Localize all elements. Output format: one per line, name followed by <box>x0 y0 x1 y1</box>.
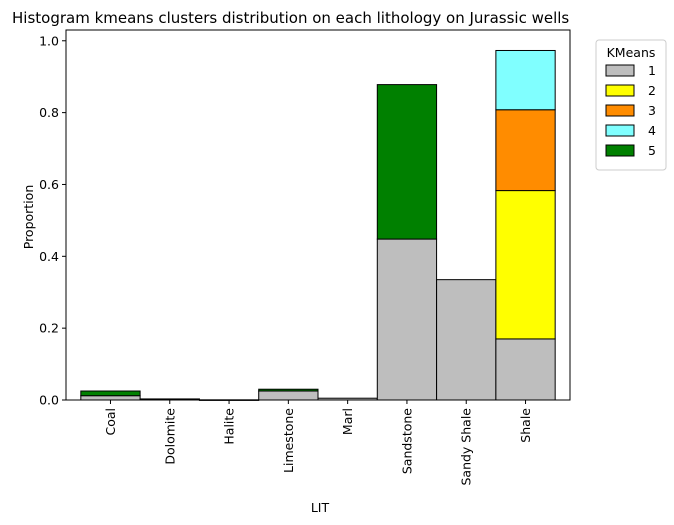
y-tick-label: 0.0 <box>39 393 59 408</box>
legend-swatch-cluster-4 <box>605 124 635 137</box>
y-tick-label: 0.6 <box>39 177 59 192</box>
legend-label-cluster-4: 4 <box>648 123 656 138</box>
x-tick-label: Marl <box>340 408 355 435</box>
legend-label-cluster-2: 2 <box>648 83 656 98</box>
legend: KMeans 1 2 3 4 5 <box>595 39 667 171</box>
y-tick-label: 1.0 <box>39 33 59 48</box>
legend-swatch-cluster-2 <box>605 84 635 97</box>
legend-swatch-cluster-5 <box>605 144 635 157</box>
y-tick-label: 0.8 <box>39 105 59 120</box>
bar-dolomite-cluster-5 <box>139 398 200 401</box>
chart-title: Histogram kmeans clusters distribution o… <box>12 9 569 27</box>
bar-shale-cluster-4 <box>495 49 556 111</box>
bar-shale-cluster-2 <box>495 190 556 340</box>
bar-limestone-cluster-1 <box>258 390 319 401</box>
legend-label-cluster-3: 3 <box>648 103 656 118</box>
legend-label-cluster-1: 1 <box>648 63 656 78</box>
plot-area: 0.0 0.2 0.4 0.6 0.8 1.0 Coal Dolomite Halite Lime… <box>39 29 571 486</box>
bar-sandstone-cluster-5 <box>376 84 438 240</box>
x-tick-label: Limestone <box>281 408 296 473</box>
bar-coal-cluster-1 <box>80 395 141 401</box>
legend-title: KMeans <box>607 45 656 60</box>
bar-shale-cluster-1 <box>495 338 556 401</box>
y-axis-label: Proportion <box>21 185 36 250</box>
x-tick-label: Halite <box>222 408 237 445</box>
y-tick-label: 0.4 <box>39 249 59 264</box>
x-tick-label: Shale <box>518 408 533 443</box>
x-tick-label: Sandstone <box>399 408 414 474</box>
bar-sandy-shale-cluster-1 <box>436 279 497 401</box>
x-tick-label: Dolomite <box>162 408 177 465</box>
legend-swatch-cluster-1 <box>605 64 635 77</box>
bar-sandstone-cluster-1 <box>376 238 438 401</box>
axes-frame <box>65 29 571 401</box>
x-tick-label: Coal <box>103 408 118 436</box>
bar-limestone-cluster-5 <box>258 388 319 392</box>
legend-swatch-cluster-3 <box>605 104 635 117</box>
x-tick-label: Sandy Shale <box>459 408 474 486</box>
x-axis-label: LIT <box>311 500 330 515</box>
bar-coal-cluster-5 <box>80 390 141 397</box>
legend-label-cluster-5: 5 <box>648 143 656 158</box>
y-tick-label: 0.2 <box>39 321 59 336</box>
bar-shale-cluster-3 <box>495 109 556 192</box>
